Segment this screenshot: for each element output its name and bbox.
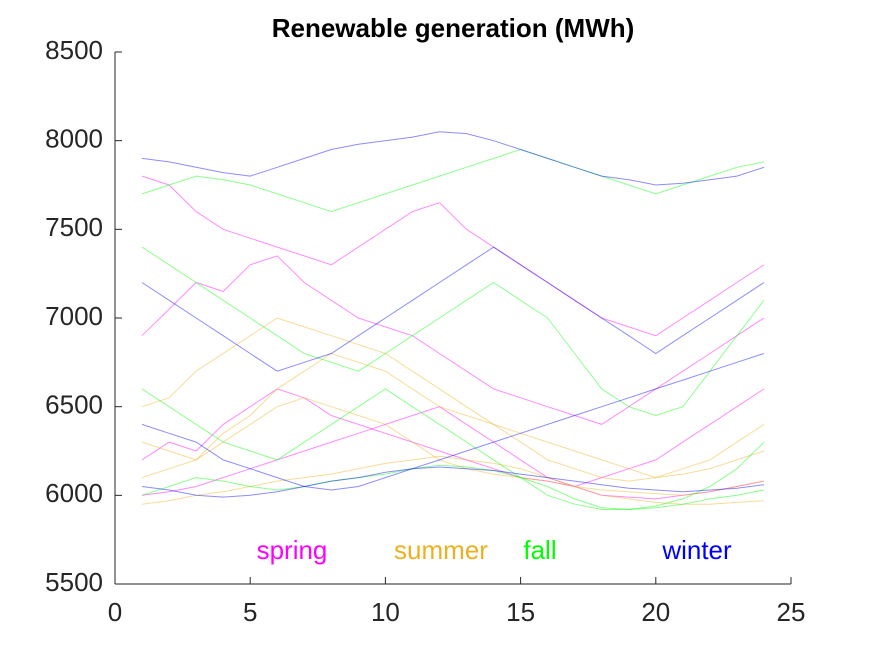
x-tick-label: 20 [641, 597, 670, 627]
legend-label: summer [394, 535, 488, 565]
series-line [141, 246, 765, 372]
series-line [141, 388, 765, 510]
series-line [141, 388, 765, 488]
series-line [141, 353, 765, 491]
series-line [141, 466, 765, 498]
series-line [141, 352, 765, 479]
series-line [141, 255, 765, 425]
series-line [141, 131, 765, 186]
y-tick-label: 5500 [45, 567, 103, 597]
series-line [141, 397, 765, 496]
y-tick-label: 7000 [45, 301, 103, 331]
series-line [141, 148, 765, 213]
series-line [141, 317, 765, 482]
legend-label: winter [661, 535, 732, 565]
y-tick-label: 6000 [45, 478, 103, 508]
x-tick-label: 15 [506, 597, 535, 627]
chart-title: Renewable generation (MWh) [272, 13, 635, 43]
legend-label: spring [257, 535, 328, 565]
x-tick-label: 5 [243, 597, 257, 627]
y-tick-label: 8500 [45, 35, 103, 65]
legend-label: fall [523, 535, 556, 565]
series-line [141, 175, 765, 337]
x-tick-label: 25 [777, 597, 806, 627]
y-tick-label: 8000 [45, 124, 103, 154]
y-tick-label: 6500 [45, 390, 103, 420]
series-line [141, 246, 765, 417]
y-tick-label: 7500 [45, 212, 103, 242]
x-tick-label: 10 [371, 597, 400, 627]
series-line [141, 455, 765, 505]
x-tick-label: 0 [108, 597, 122, 627]
series-line [141, 406, 765, 500]
series-line [141, 464, 765, 511]
